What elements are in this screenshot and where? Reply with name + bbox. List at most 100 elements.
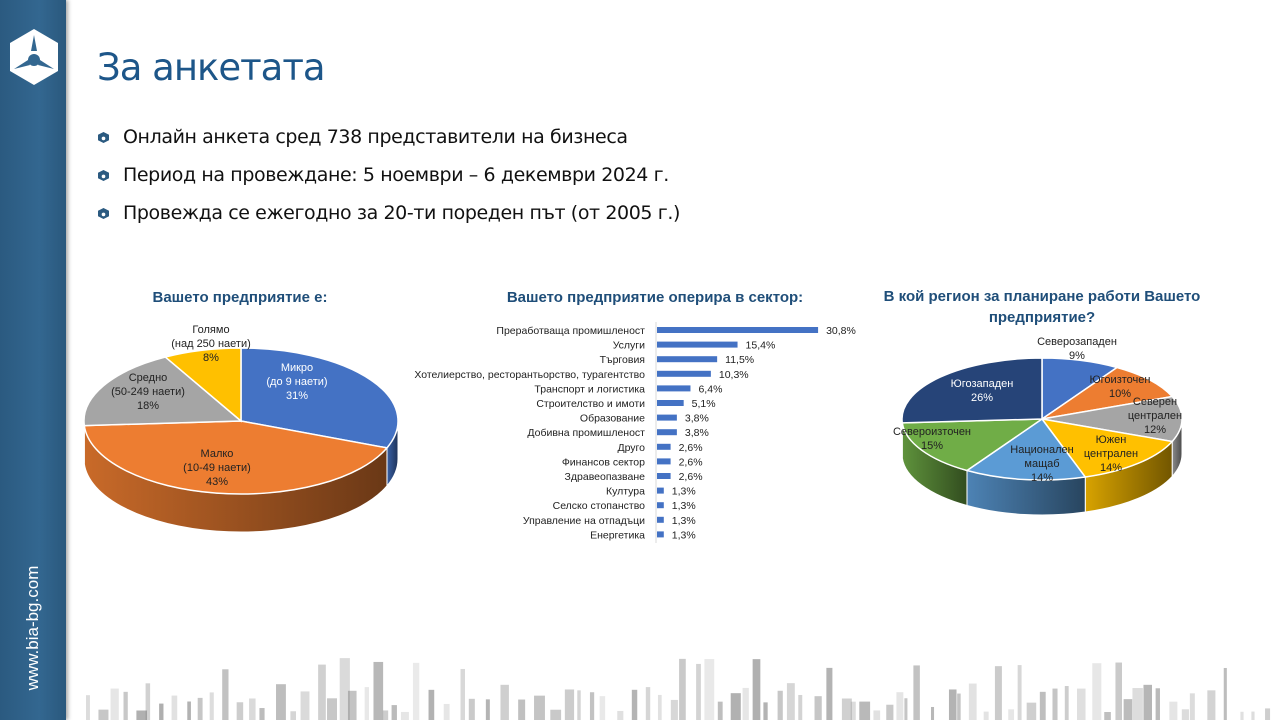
skyline-bar: [730, 693, 741, 720]
skyline-bar: [222, 669, 229, 720]
bar-category-label: Култура: [606, 486, 645, 498]
skyline-bar: [841, 698, 852, 720]
pie-data-label: 26%: [971, 392, 993, 404]
skyline-bar: [209, 692, 214, 720]
pie-slice: [1041, 357, 1119, 421]
bullet-text: Онлайн анкета сред 738 представители на …: [123, 126, 628, 148]
bullet-icon: [98, 169, 109, 181]
skyline-bar: [786, 683, 795, 720]
pie-slice: [83, 420, 389, 495]
bar-category-label: Преработваща промишленост: [496, 325, 645, 337]
skyline-bar: [136, 710, 147, 720]
skyline-bar: [187, 701, 191, 720]
bar: [657, 487, 664, 494]
pie-data-label: Национален: [1010, 444, 1073, 456]
skyline-bar: [1240, 711, 1244, 720]
skyline-bar: [968, 683, 977, 720]
pie-data-label: Малко: [201, 448, 234, 460]
skyline-bar: [382, 710, 389, 720]
pie-data-label: Северозападен: [1037, 336, 1117, 348]
skyline-bar: [534, 695, 545, 720]
skyline-bar: [1169, 701, 1178, 720]
pie-data-label: Югоизточен: [1090, 374, 1151, 386]
pie-data-label: (50-249 наети): [111, 386, 185, 398]
pie-slice: [965, 417, 1087, 481]
bar-value-label: 30,8%: [826, 325, 856, 337]
bullet-list: Онлайн анкета сред 738 представители на …: [98, 118, 680, 232]
pie-data-label: 10%: [1109, 388, 1131, 400]
bar: [657, 502, 664, 509]
bar: [657, 516, 664, 523]
skyline-bar: [1265, 708, 1271, 720]
skyline-bar: [814, 696, 822, 720]
skyline-bar: [564, 689, 575, 720]
skyline-bar: [412, 662, 420, 720]
skyline-bar: [873, 710, 881, 720]
bar-category-label: Здравеопазване: [565, 471, 646, 483]
skyline-bar: [98, 709, 109, 720]
skyline-bar: [577, 690, 581, 720]
skyline-bar: [896, 692, 904, 720]
bar-category-label: Строителство и имоти: [536, 398, 645, 410]
bar-value-label: 2,6%: [679, 442, 703, 454]
skyline-bar: [1076, 688, 1086, 720]
bar-category-label: Търговия: [600, 354, 645, 366]
skyline-bar: [1123, 699, 1133, 720]
pie-data-label: (10-49 наети): [183, 462, 251, 474]
skyline-bar: [1052, 688, 1058, 720]
skyline-bar: [670, 699, 678, 720]
chart-title-sector: Вашето предприятие оперира в сектор:: [506, 289, 804, 306]
bullet-text: Период на провеждане: 5 ноември – 6 деке…: [123, 164, 669, 186]
skyline-bar: [994, 666, 1002, 720]
skyline-bar: [696, 663, 701, 720]
bar: [657, 370, 711, 377]
page-title: За анкетата: [97, 46, 326, 89]
pie-data-label: (над 250 наети): [171, 338, 251, 350]
skyline-bar: [1104, 711, 1111, 720]
skyline-bar: [300, 691, 310, 720]
skyline-bar: [428, 689, 435, 720]
bar: [657, 531, 664, 538]
skyline-bar: [339, 658, 350, 720]
bar-category-label: Транспорт и логистика: [534, 383, 645, 395]
bar-value-label: 10,3%: [719, 369, 749, 381]
skyline-bar: [1017, 665, 1022, 720]
skyline-bar: [236, 702, 244, 720]
skyline-bar: [468, 698, 475, 720]
skyline-bar: [290, 711, 297, 720]
pie-data-label: 31%: [286, 390, 308, 402]
skyline-bar: [704, 659, 715, 720]
pie-data-label: (до 9 наети): [266, 376, 327, 388]
bar: [657, 356, 718, 363]
pie-data-label: Северен: [1133, 396, 1177, 408]
bar-value-label: 1,3%: [672, 486, 696, 498]
skyline-bar: [518, 699, 526, 720]
skyline-bar: [948, 689, 957, 720]
chart-title-size: Вашето предприятие е:: [152, 289, 328, 306]
skyline-bar: [1223, 667, 1227, 720]
bar-category-label: Енергетика: [590, 529, 645, 541]
pie-data-label: 14%: [1031, 472, 1053, 484]
pie-data-label: Югозападен: [951, 378, 1014, 390]
bullet-item: Провежда се ежегодно за 20-ти пореден пъ…: [98, 194, 680, 232]
skyline-bar: [617, 710, 624, 720]
bullet-icon: [98, 207, 109, 219]
skyline-bar: [742, 687, 749, 720]
skyline-bar: [931, 706, 935, 720]
bar-value-label: 1,3%: [672, 500, 696, 512]
bullet-text: Провежда се ежегодно за 20-ти пореден пъ…: [123, 202, 680, 224]
pie-data-label: мащаб: [1024, 458, 1059, 470]
skyline-bar: [86, 695, 90, 720]
skyline-bar: [391, 705, 397, 720]
pie-data-label: Микро: [281, 362, 313, 374]
skyline-bar: [657, 694, 662, 720]
pie-data-label: Североизточен: [893, 426, 971, 438]
skyline-bar: [645, 687, 651, 720]
bar-value-label: 1,3%: [672, 515, 696, 527]
pie-data-label: 18%: [137, 400, 159, 412]
bar-category-label: Финансов сектор: [562, 456, 645, 468]
bar-value-label: 15,4%: [746, 340, 776, 352]
skyline-bar: [327, 698, 338, 720]
bar: [657, 385, 691, 392]
bar-value-label: 1,3%: [672, 529, 696, 541]
